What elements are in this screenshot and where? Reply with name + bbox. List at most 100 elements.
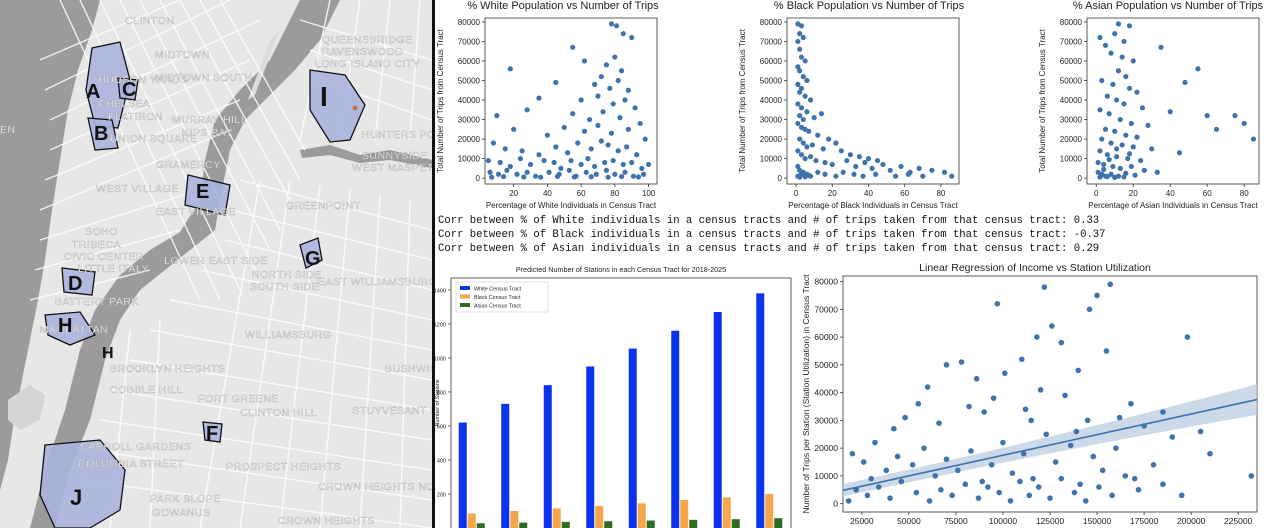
scatter-point [1149,146,1155,152]
scatter-point [802,93,808,99]
scatter-point [949,173,955,179]
regression-line [842,398,1258,492]
scatter-point [883,467,890,474]
scatter-point [598,73,604,80]
scatter-point [1113,445,1119,451]
map-label: SOUTH SIDE [250,281,319,293]
y-tick-label: 40000 [458,96,481,105]
asian-vs-trips-scatter: 0 10000 20000 30000 40000 50000 60000 70000 8000… [1038,17,1260,210]
map-label: FORT GREENE [198,393,279,405]
scatter-point [1126,85,1133,91]
scatter-point [1007,498,1014,504]
scatter-point [860,459,867,465]
map-label: BROOKLYN HEIGHTS [110,363,225,375]
scatter-point [1117,116,1123,123]
bar [519,522,528,528]
scatter-point [820,146,826,152]
map-label: BUSHWICK [385,363,432,375]
x-tick-label: 20 [509,189,518,198]
y-tick-label: 1000 [434,356,446,362]
corr-black: Corr between % of Black individuals in a… [438,229,1106,241]
bar [713,312,722,528]
scatter-point [1158,44,1164,50]
y-tick-label: 0 [833,499,838,509]
legend-swatch [460,294,470,299]
x-tick-label: 80 [610,189,619,198]
x-tick-label: 225000 [1224,516,1253,526]
scatter-point [507,66,513,72]
scatter-point [1116,414,1123,421]
region-c [117,77,139,101]
scatter-point [795,38,801,45]
scatter-point [806,172,812,178]
plot-frame [484,17,658,185]
scatter-point [838,148,844,154]
y-tick-label: 50000 [458,76,481,85]
scatter-point [507,163,513,170]
scatter-point [1119,142,1125,148]
x-tick-label: 200000 [1177,516,1206,526]
scatter-point [813,157,819,164]
scatter-point [1034,334,1040,340]
y-axis-label: Total Number of Trips from Census Tract [738,28,747,172]
scatter-point [954,467,961,474]
black-vs-trips-scatter: 0 10000 20000 30000 40000 50000 60000 70000 8000… [738,17,960,210]
scatter-point [829,161,835,168]
scatter-point [822,159,828,166]
scatter-point [612,54,618,60]
scatter-point [804,144,810,150]
scatter-point [1062,392,1068,399]
scatter-point [625,126,631,132]
y-tick-label: 40000 [1060,96,1083,105]
bar [722,497,731,528]
scatter-point [598,138,604,144]
y-tick-label: 0 [778,174,783,183]
scatter-point [872,439,878,446]
map-label: CHELSEA [98,98,151,110]
scatter-point [1204,113,1210,119]
scatter-point [554,173,561,179]
x-tick-label: 80 [1240,189,1249,198]
bar [628,348,637,528]
scatter-point [887,495,893,501]
map-label: BATTERY PARK [55,296,139,308]
scatter-point [818,111,824,117]
scatter-point [630,173,636,179]
bar [467,513,476,528]
scatter-point [800,140,806,146]
scatter-point [804,109,810,115]
region-letter: H [102,345,114,362]
bar [637,503,646,528]
scatter-point [608,130,615,136]
map-label: GOWANUS [152,507,211,519]
chart-title-black: % Black Population vs Number of Trips [773,0,965,12]
map-label: SOHO [85,226,118,238]
scatter-point [862,159,868,166]
white-vs-trips-scatter: 0 10000 20000 30000 40000 50000 60000 70000 8000… [436,17,658,210]
scatter-point [800,73,806,80]
map-label: KIPS BAY [182,127,233,139]
bar [756,293,765,528]
y-tick-label: 70000 [1060,37,1083,46]
map-label: COLUMBIA STREET [78,458,184,470]
y-tick-label: 200 [437,492,446,498]
scatter-point [807,97,814,103]
scatter-point [962,481,969,488]
map-label: HUNTERS POINT [362,129,432,141]
bar [501,403,510,528]
scatter-point [804,77,810,84]
scatter-point [489,174,495,180]
scatter-point [1134,89,1140,95]
y-axis-label: Total Number of Trips from Census Tract [436,28,445,172]
x-tick-label: 0 [794,189,799,198]
map-label: CROWN HEIGHTS NORTH [318,481,432,493]
plot-frame [450,277,792,528]
y-tick-label: 800 [437,390,446,396]
scatter-point [1108,171,1114,177]
scatter-point [797,136,803,142]
scatter-point [1160,409,1166,415]
scatter-point [1184,334,1191,340]
scatter-point [1022,406,1029,413]
scatter-point [869,165,875,171]
scatter-point [865,156,872,162]
